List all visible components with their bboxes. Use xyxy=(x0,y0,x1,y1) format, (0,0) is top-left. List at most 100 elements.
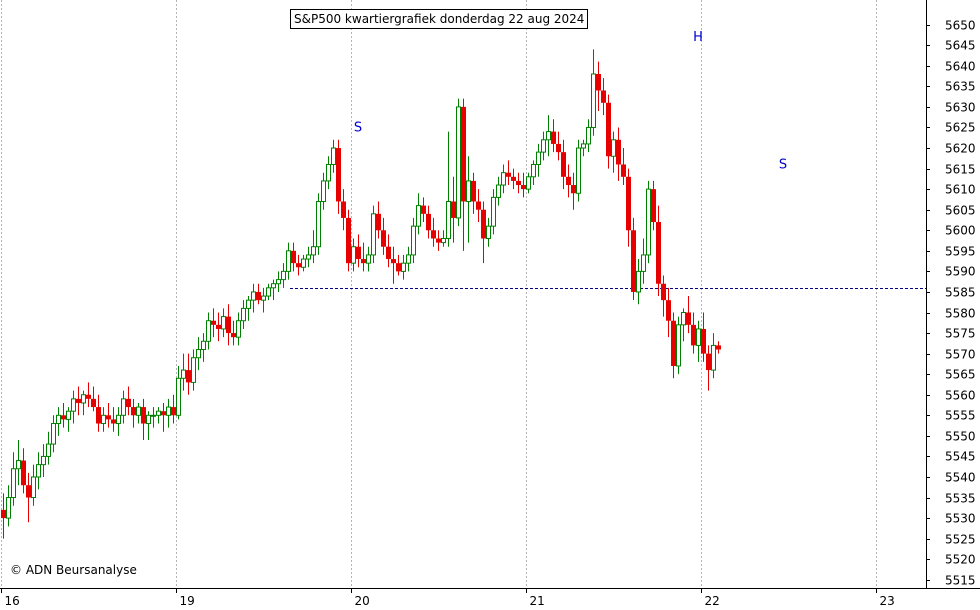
y-tick-label: 5585 xyxy=(945,286,976,300)
y-tick-label: 5555 xyxy=(945,409,976,423)
candle-body-down xyxy=(476,201,481,210)
candle-body-down xyxy=(716,345,721,350)
candle-body-up xyxy=(466,180,471,202)
candle-body-down xyxy=(386,246,391,260)
candle-body-up xyxy=(636,270,641,293)
candle-body-down xyxy=(506,172,511,177)
chart-title: S&P500 kwartiergrafiek donderdag 22 aug … xyxy=(290,9,589,29)
y-tick-label: 5520 xyxy=(945,553,976,567)
candle-body-up xyxy=(316,200,321,248)
candle-body-up xyxy=(546,131,551,141)
y-tick-label: 5590 xyxy=(945,265,976,279)
candle-body-up xyxy=(301,258,306,268)
candle-body-down xyxy=(216,324,221,329)
candle-body-down xyxy=(256,291,261,301)
candle-body-up xyxy=(331,147,336,165)
candle-body-up xyxy=(101,414,106,425)
candle-body-down xyxy=(21,460,26,486)
candle-body-up xyxy=(496,184,501,198)
candle-body-down xyxy=(631,230,636,292)
y-tick-label: 5515 xyxy=(945,574,976,588)
candle-body-down xyxy=(111,419,116,424)
candle-body-down xyxy=(231,333,236,338)
candle-body-up xyxy=(271,283,276,289)
candle-body-down xyxy=(566,176,571,186)
candle-body-up xyxy=(486,225,491,239)
y-tick-label: 5595 xyxy=(945,245,976,259)
candle-body-up xyxy=(51,423,56,445)
y-tick-label: 5560 xyxy=(945,389,976,403)
candle-body-down xyxy=(396,263,401,272)
y-tick-label: 5625 xyxy=(945,121,976,135)
candle-body-up xyxy=(181,369,186,379)
candle-body-down xyxy=(1,509,6,519)
candle-body-down xyxy=(226,316,231,334)
x-tick-label: 20 xyxy=(355,594,370,608)
x-tick-label: 21 xyxy=(530,594,545,608)
candle-body-up xyxy=(586,126,591,145)
candle-body-down xyxy=(131,407,136,416)
candle-body-up xyxy=(401,262,406,272)
candle-body-down xyxy=(666,300,671,321)
candle-body-up xyxy=(81,394,86,404)
x-tick-label: 16 xyxy=(5,594,20,608)
candle-body-down xyxy=(556,143,561,153)
candle-body-up xyxy=(191,357,196,383)
candle-body-up xyxy=(416,205,421,227)
copyright-label: © ADN Beursanalyse xyxy=(10,563,137,577)
x-tick-label: 23 xyxy=(880,594,895,608)
y-tick-label: 5575 xyxy=(945,327,976,341)
candle-body-up xyxy=(136,406,141,416)
candle-body-down xyxy=(346,217,351,264)
candle-body-down xyxy=(341,201,346,218)
candle-body-down xyxy=(606,102,611,157)
candle-body-down xyxy=(291,250,296,264)
candle-body-up xyxy=(696,328,701,346)
candle-body-down xyxy=(391,259,396,264)
candle-body-down xyxy=(431,230,436,239)
candle-body-up xyxy=(446,200,451,239)
candle-body-up xyxy=(536,151,541,165)
candle-body-down xyxy=(616,139,621,165)
y-tick-label: 5605 xyxy=(945,204,976,218)
candle-body-up xyxy=(646,188,651,256)
candle-body-down xyxy=(161,411,166,416)
candle-body-down xyxy=(426,213,431,231)
candle-body-up xyxy=(31,476,36,499)
candle-body-down xyxy=(571,185,576,194)
candle-body-down xyxy=(421,205,426,214)
candle-body-down xyxy=(436,238,441,243)
candle-body-down xyxy=(186,370,191,383)
candle-body-up xyxy=(146,414,151,425)
candle-body-down xyxy=(336,148,341,202)
candle-body-down xyxy=(141,407,146,424)
candle-body-down xyxy=(356,246,361,260)
pattern-annotation: S xyxy=(779,158,787,173)
y-tick-label: 5650 xyxy=(945,19,976,33)
candle-body-up xyxy=(166,406,171,416)
candle-body-up xyxy=(266,287,271,297)
candle-body-down xyxy=(481,209,486,239)
candle-body-down xyxy=(551,131,556,144)
candle-body-up xyxy=(176,377,181,416)
candle-body-up xyxy=(206,320,211,342)
candle-body-down xyxy=(701,328,706,354)
candle-body-up xyxy=(366,254,371,264)
candle-body-up xyxy=(71,398,76,412)
candle-body-up xyxy=(711,344,716,371)
y-tick-label: 5635 xyxy=(945,80,976,94)
candle-body-down xyxy=(361,259,366,264)
candle-body-up xyxy=(236,320,241,338)
candle-body-up xyxy=(306,254,311,260)
candle-body-up xyxy=(156,410,161,416)
candle-body-down xyxy=(461,106,466,202)
candle-body-down xyxy=(601,90,606,103)
y-tick-label: 5615 xyxy=(945,163,976,177)
candle-body-down xyxy=(561,152,566,177)
candle-body-down xyxy=(516,180,521,186)
candle-body-down xyxy=(171,407,176,416)
candle-body-up xyxy=(441,237,446,244)
y-tick-label: 5620 xyxy=(945,142,976,156)
candle-body-up xyxy=(46,443,51,457)
